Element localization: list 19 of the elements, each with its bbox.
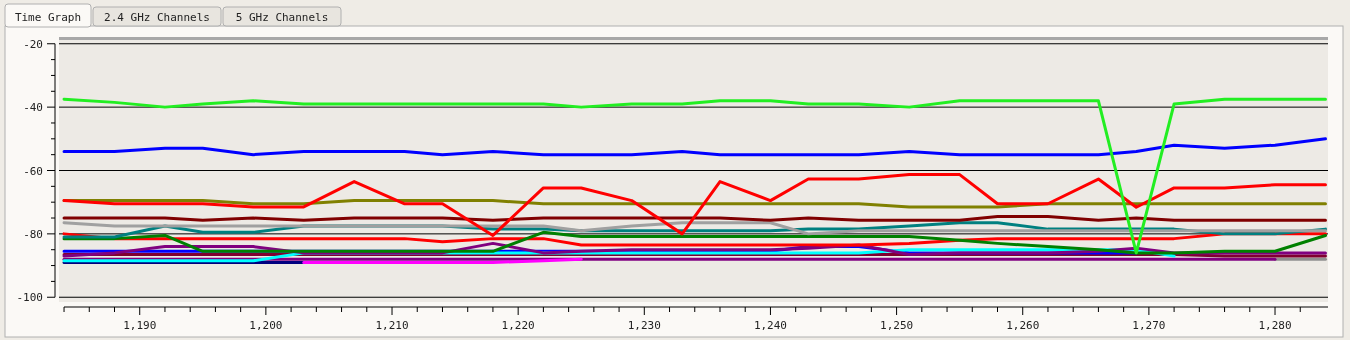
text: 2.4 GHz Channels bbox=[104, 11, 210, 24]
text: 5 GHz Channels bbox=[235, 11, 329, 24]
text: Time Graph bbox=[14, 11, 82, 24]
y-tick-label: -20 bbox=[23, 37, 43, 51]
x-tick-label: 1,280 bbox=[1258, 319, 1292, 332]
x-tick-label: 1,200 bbox=[249, 319, 283, 332]
y-tick-label: -80 bbox=[23, 227, 43, 241]
x-tick-label: 1,230 bbox=[627, 319, 661, 332]
x-tick-label: 1,270 bbox=[1132, 319, 1166, 332]
x-tick-label: 1,250 bbox=[880, 319, 914, 332]
x-tick-label: 1,210 bbox=[375, 319, 409, 332]
x-tick-label: 1,220 bbox=[501, 319, 535, 332]
y-tick-label: -100 bbox=[16, 291, 43, 305]
line-series bbox=[62, 137, 1327, 157]
x-tick-label: 1,240 bbox=[753, 319, 788, 332]
y-tick-label: -60 bbox=[23, 164, 43, 178]
x-tick-label: 1,190 bbox=[123, 319, 157, 332]
x-tick-label: 1,260 bbox=[1006, 319, 1040, 332]
y-tick-label: -40 bbox=[23, 101, 43, 115]
